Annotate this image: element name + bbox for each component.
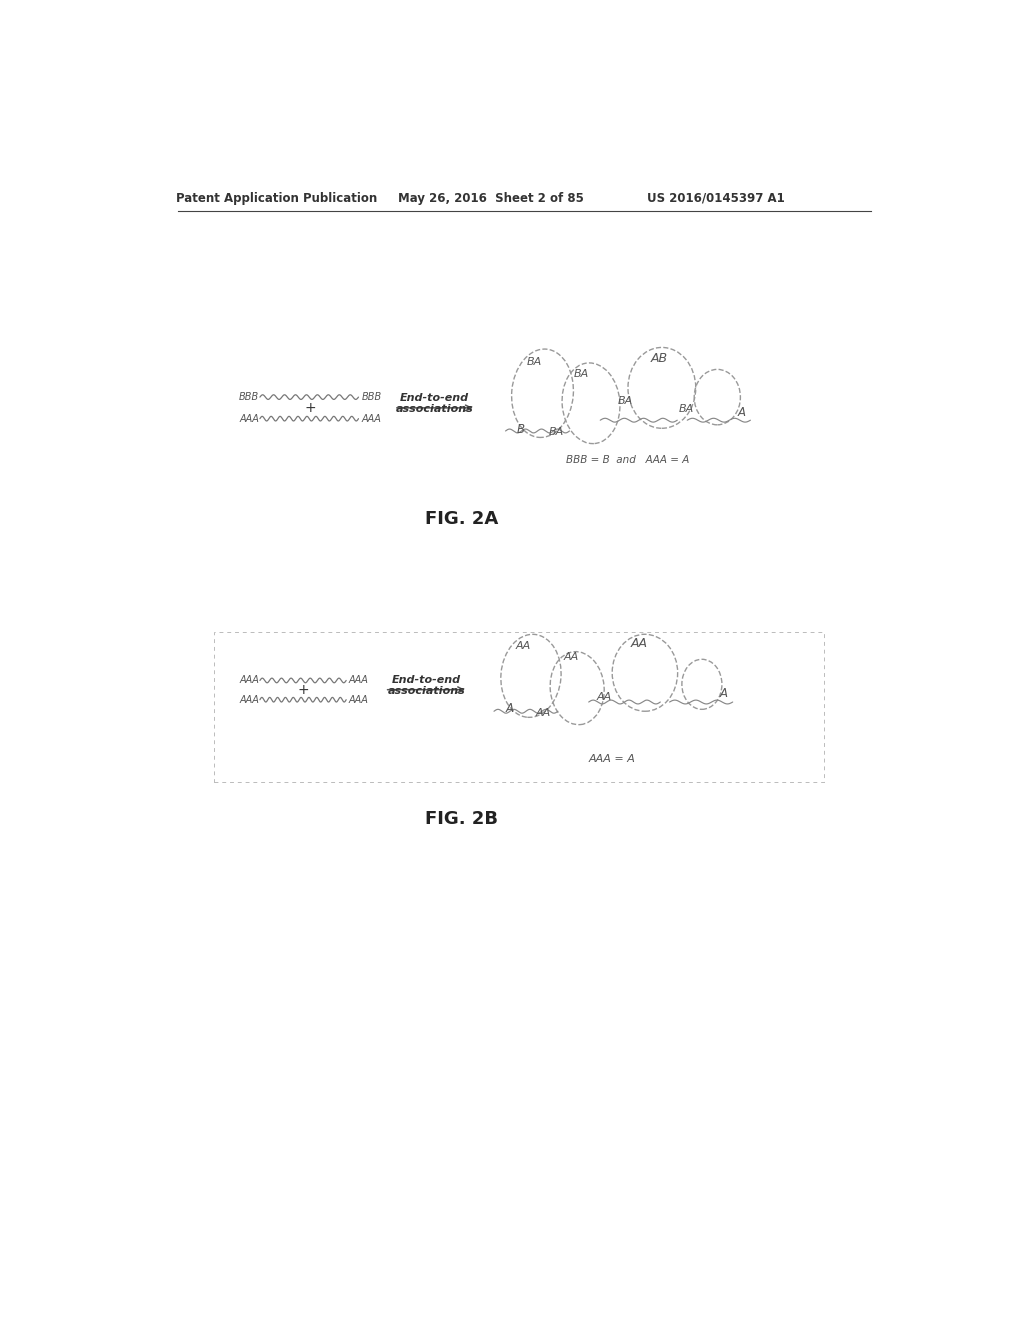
Text: AAA = A: AAA = A xyxy=(589,754,635,764)
Text: +: + xyxy=(297,682,309,697)
Text: BBB: BBB xyxy=(239,392,259,403)
Text: AA: AA xyxy=(536,708,551,718)
Text: AAA: AAA xyxy=(240,694,259,705)
Text: AAA: AAA xyxy=(240,676,259,685)
Text: B: B xyxy=(517,422,525,436)
Text: A: A xyxy=(506,702,513,715)
Text: FIG. 2B: FIG. 2B xyxy=(425,810,498,828)
Text: +: + xyxy=(305,401,316,414)
Text: associations: associations xyxy=(387,686,465,696)
Text: BBB = B  and   AAA = A: BBB = B and AAA = A xyxy=(565,455,689,465)
Text: BA: BA xyxy=(574,370,590,379)
Text: A: A xyxy=(737,407,745,418)
Text: BA: BA xyxy=(679,404,694,413)
Text: BA: BA xyxy=(618,396,633,407)
Text: BA: BA xyxy=(526,356,542,367)
Text: A: A xyxy=(720,686,727,700)
Text: associations: associations xyxy=(396,404,473,414)
Text: AAA: AAA xyxy=(240,413,259,424)
Text: End-to-end: End-to-end xyxy=(400,393,469,403)
Text: BBB: BBB xyxy=(361,392,382,403)
Text: AA: AA xyxy=(516,640,530,651)
Text: FIG. 2A: FIG. 2A xyxy=(425,510,499,528)
Text: AA: AA xyxy=(630,638,647,649)
Text: AA: AA xyxy=(597,693,611,702)
Text: AA: AA xyxy=(563,652,579,661)
Text: May 26, 2016  Sheet 2 of 85: May 26, 2016 Sheet 2 of 85 xyxy=(398,191,584,205)
Text: AAA: AAA xyxy=(348,676,369,685)
Text: AAA: AAA xyxy=(361,413,382,424)
Text: AAA: AAA xyxy=(348,694,369,705)
Text: AB: AB xyxy=(650,352,668,366)
Text: End-to-end: End-to-end xyxy=(391,675,461,685)
Text: Patent Application Publication: Patent Application Publication xyxy=(176,191,378,205)
Text: BA: BA xyxy=(549,426,564,437)
Text: US 2016/0145397 A1: US 2016/0145397 A1 xyxy=(647,191,784,205)
Bar xyxy=(214,632,823,781)
